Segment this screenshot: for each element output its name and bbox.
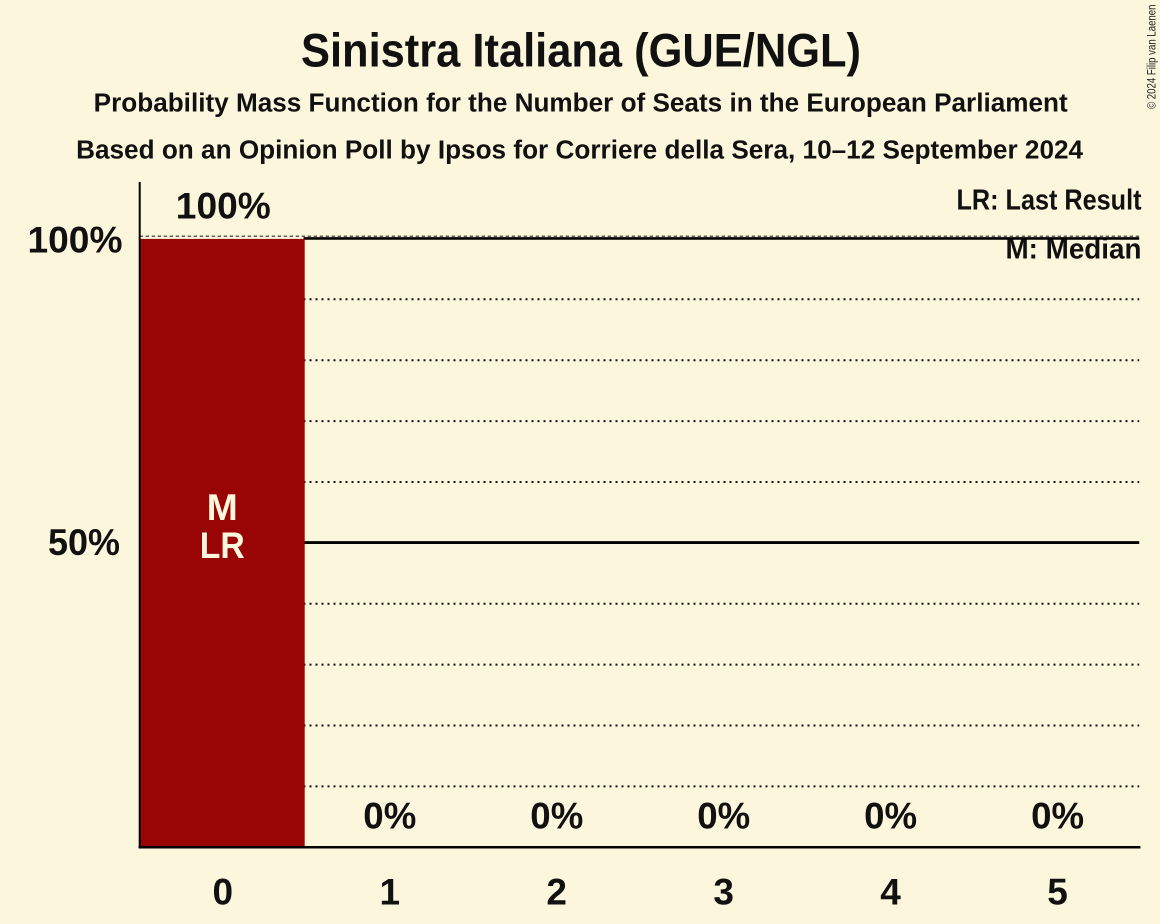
svg-text:50%: 50%: [48, 522, 120, 563]
svg-text:5: 5: [1047, 871, 1068, 912]
svg-text:4: 4: [880, 871, 901, 912]
svg-text:100%: 100%: [28, 219, 123, 260]
svg-text:© 2024 Filip van Laenen: © 2024 Filip van Laenen: [1147, 5, 1159, 110]
svg-text:LR: LR: [200, 525, 245, 566]
svg-text:M: M: [207, 487, 238, 528]
svg-text:LR: Last Result: LR: Last Result: [957, 185, 1142, 217]
svg-text:3: 3: [713, 871, 734, 912]
svg-text:2: 2: [546, 871, 567, 912]
svg-text:Probability Mass Function for: Probability Mass Function for the Number…: [94, 89, 1069, 117]
svg-text:0: 0: [213, 871, 234, 912]
svg-text:Based on an Opinion Poll by Ip: Based on an Opinion Poll by Ipsos for Co…: [76, 136, 1084, 164]
svg-text:Sinistra Italiana (GUE/NGL): Sinistra Italiana (GUE/NGL): [301, 25, 861, 78]
svg-text:100%: 100%: [176, 186, 271, 227]
svg-text:0%: 0%: [363, 796, 416, 837]
svg-text:0%: 0%: [697, 796, 750, 837]
svg-text:0%: 0%: [1031, 796, 1084, 837]
svg-text:0%: 0%: [530, 796, 583, 837]
svg-text:1: 1: [380, 871, 401, 912]
svg-text:0%: 0%: [864, 796, 917, 837]
